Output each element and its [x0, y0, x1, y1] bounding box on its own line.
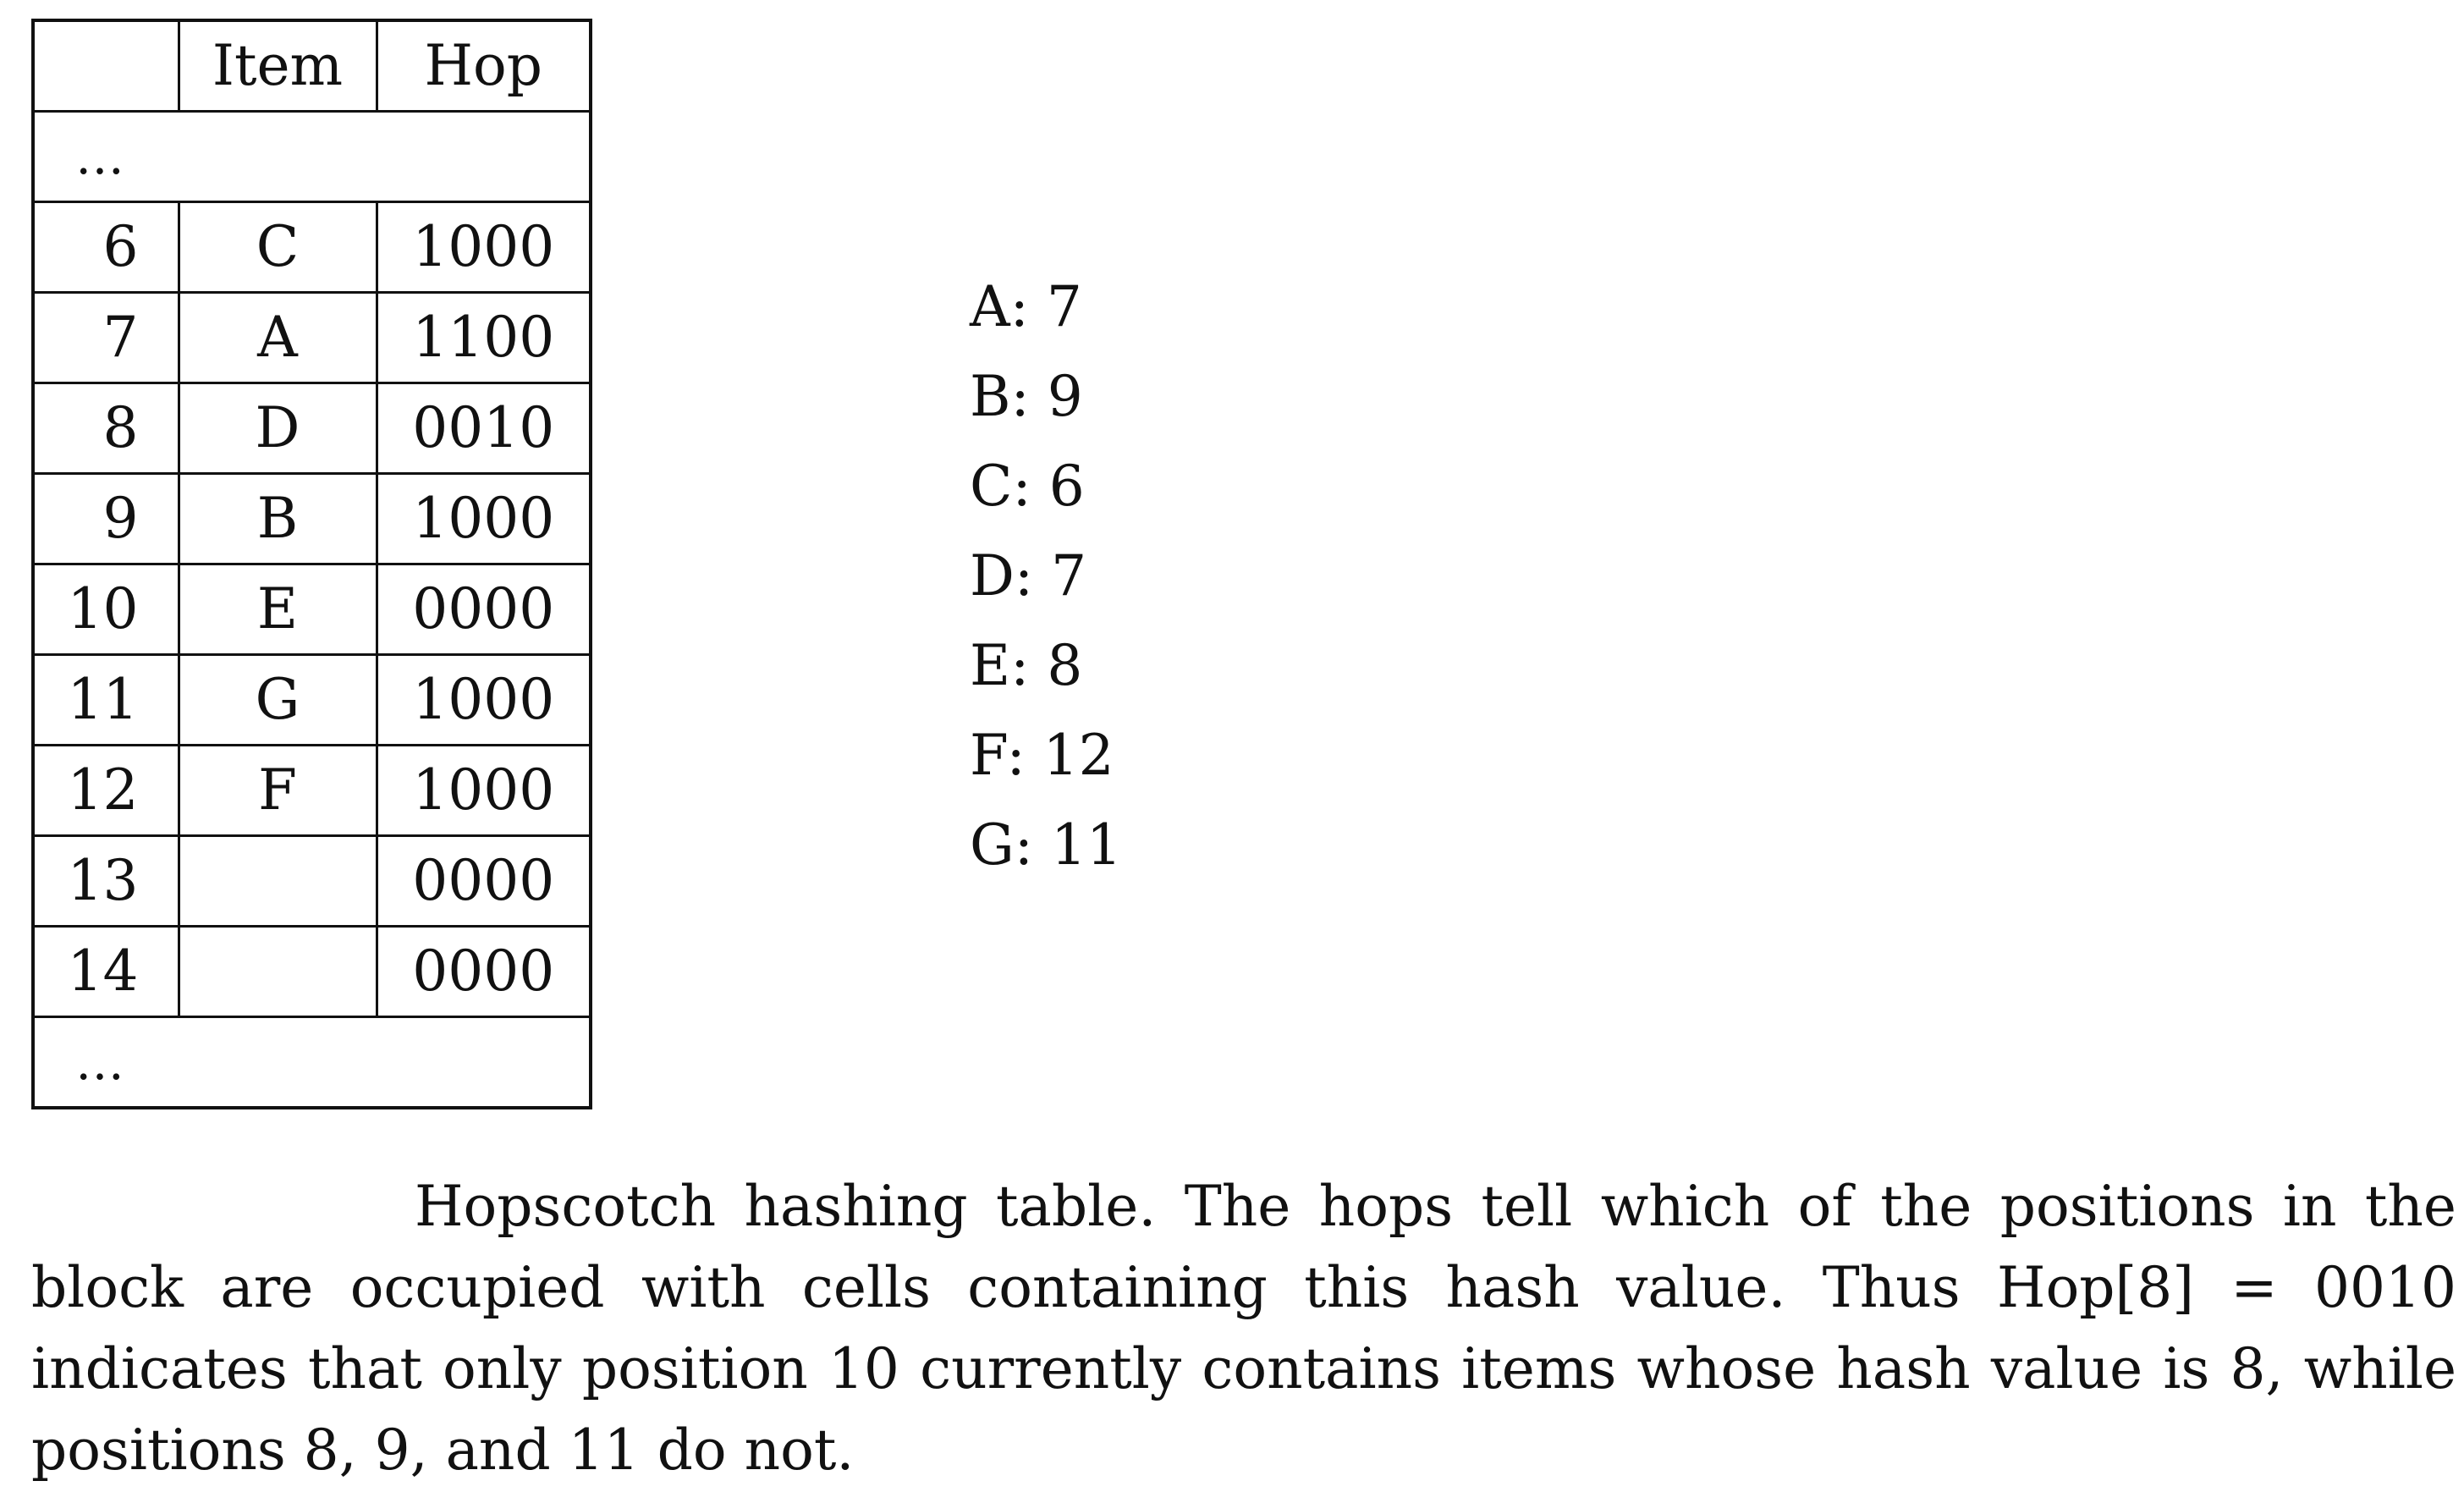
ellipsis-row-bottom: … — [31, 1016, 592, 1109]
row-hop: 0000 — [375, 925, 592, 1018]
table-row: 11 G 1000 — [31, 653, 592, 746]
header-item: Item — [177, 19, 378, 113]
table-header-row: Item Hop — [31, 19, 592, 113]
hopscotch-table: Item Hop … 6 C 1000 7 A 1100 8 D 0010 9 … — [31, 19, 592, 1109]
table-row: 7 A 1100 — [31, 291, 592, 384]
row-hop: 1000 — [375, 744, 592, 837]
hash-value-item: B: 9 — [970, 364, 1083, 429]
row-hop: 0010 — [375, 382, 592, 475]
table-row: 9 B 1000 — [31, 472, 592, 565]
table-row: 6 C 1000 — [31, 201, 592, 294]
row-item: F — [177, 744, 378, 837]
row-index: 11 — [31, 653, 180, 746]
row-hop: 0000 — [375, 563, 592, 656]
hash-value-item: G: 11 — [970, 812, 1122, 878]
table-row: 13 0000 — [31, 834, 592, 928]
row-index: 14 — [31, 925, 180, 1018]
row-item: G — [177, 653, 378, 746]
row-item: B — [177, 472, 378, 565]
row-item: A — [177, 291, 378, 384]
ellipsis-top: … — [31, 110, 592, 203]
header-hop: Hop — [375, 19, 592, 113]
ellipsis-bottom: … — [31, 1016, 592, 1109]
hash-value-item: C: 6 — [970, 454, 1085, 519]
row-index: 6 — [31, 201, 180, 294]
hash-value-item: E: 8 — [970, 633, 1083, 698]
table-row: 10 E 0000 — [31, 563, 592, 656]
table-row: 14 0000 — [31, 925, 592, 1018]
row-item — [177, 834, 378, 928]
header-index — [31, 19, 180, 113]
row-item — [177, 925, 378, 1018]
row-index: 12 — [31, 744, 180, 837]
row-hop: 0000 — [375, 834, 592, 928]
row-index: 8 — [31, 382, 180, 475]
hash-value-item: F: 12 — [970, 723, 1114, 788]
table-row: 8 D 0010 — [31, 382, 592, 475]
row-index: 10 — [31, 563, 180, 656]
row-index: 7 — [31, 291, 180, 384]
row-hop: 1000 — [375, 653, 592, 746]
row-index: 9 — [31, 472, 180, 565]
row-item: E — [177, 563, 378, 656]
hash-value-item: D: 7 — [970, 543, 1087, 608]
table-row: 12 F 1000 — [31, 744, 592, 837]
row-item: D — [177, 382, 378, 475]
hash-value-list: A: 7 B: 9 C: 6 D: 7 E: 8 F: 12 G: 11 — [970, 269, 1122, 897]
row-index: 13 — [31, 834, 180, 928]
row-item: C — [177, 201, 378, 294]
row-hop: 1000 — [375, 201, 592, 294]
ellipsis-row-top: … — [31, 110, 592, 203]
figure-caption: Hopscotch hashing table. The hops tell w… — [31, 1174, 2456, 1483]
row-hop: 1100 — [375, 291, 592, 384]
row-hop: 1000 — [375, 472, 592, 565]
hash-value-item: A: 7 — [970, 274, 1082, 339]
